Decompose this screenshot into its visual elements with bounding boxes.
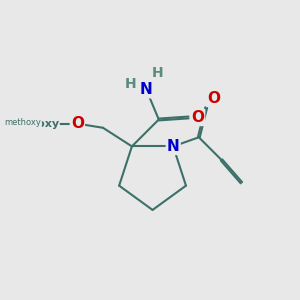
Text: methoxy: methoxy xyxy=(5,118,59,129)
Text: N: N xyxy=(167,139,180,154)
Text: H: H xyxy=(125,76,136,91)
Text: H: H xyxy=(152,66,164,80)
Text: N: N xyxy=(140,82,153,97)
Text: O: O xyxy=(191,110,204,125)
Text: O: O xyxy=(71,116,84,131)
Text: methoxy: methoxy xyxy=(4,118,41,127)
Text: O: O xyxy=(207,91,220,106)
